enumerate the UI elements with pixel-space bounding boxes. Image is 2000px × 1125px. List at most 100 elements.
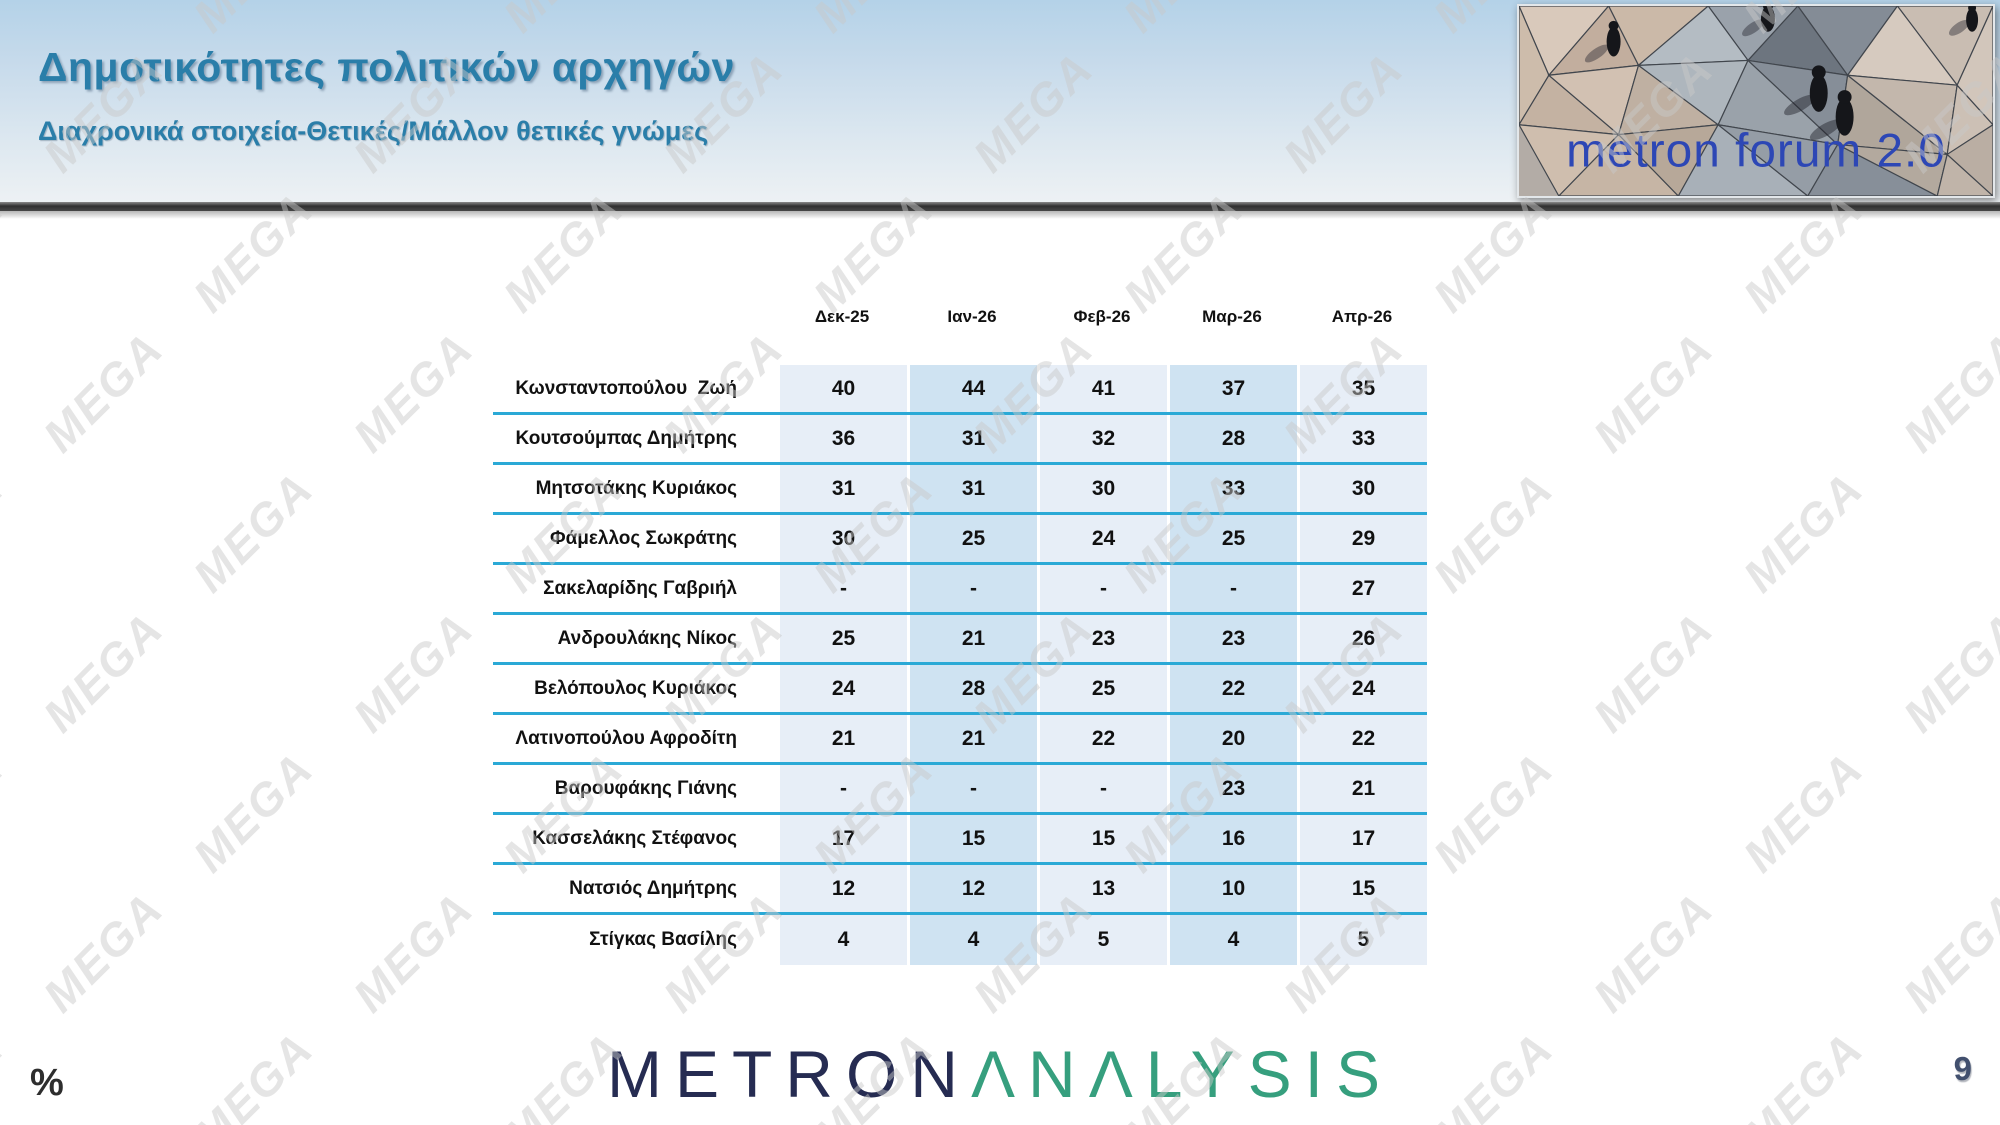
table-row: Βελόπουλος Κυριάκος 24 28 25 22 24 (493, 665, 1427, 715)
mega-watermark: MEGA (1892, 321, 2000, 463)
mega-watermark: MEGA (342, 881, 484, 1023)
table-row: Βαρουφάκης Γιάνης - - -23 21 (493, 765, 1427, 815)
table-row: Νατσιός Δημήτρης 12 12 13 10 15 (493, 865, 1427, 915)
table-row: Μητσοτάκης Κυριάκος 31 31 30 33 30 (493, 465, 1427, 515)
value-cell: - (1037, 765, 1167, 812)
value-cell: 21 (907, 615, 1037, 662)
mega-watermark: MEGA (0, 741, 14, 883)
slide-subtitle: Διαχρονικά στοιχεία-Θετικές/Μάλλον θετικ… (38, 116, 709, 146)
column-header: Απρ-26 (1331, 307, 1393, 326)
value-cell: 21 (1297, 765, 1427, 812)
row-label: Στίγκας Βασίλης (589, 929, 737, 950)
value-cell: 22 (1297, 715, 1427, 762)
table-row: Κασσελάκης Στέφανος 17 15 15 16 17 (493, 815, 1427, 865)
value-cell: 15 (1297, 865, 1427, 912)
value-cell: 25 (777, 615, 907, 662)
mega-watermark: MEGA (1582, 601, 1724, 743)
row-label: Ανδρουλάκης Νίκος (557, 627, 737, 649)
value-cell: 20 (1167, 715, 1297, 762)
table-row: Λατινοπούλου Αφροδίτη 21 21 22 20 22 (493, 715, 1427, 765)
row-label: Βαρουφάκης Γιάνης (554, 777, 737, 799)
value-cell: 28 (907, 665, 1037, 712)
value-cell: 44 (907, 365, 1037, 412)
value-cell: - (777, 765, 907, 812)
value-cell: 24 (1037, 515, 1167, 562)
header-separator-bar (0, 202, 2000, 219)
mega-watermark: MEGA (342, 601, 484, 743)
metron-forum-logo-image: metron forum 2.0 (1519, 6, 1993, 196)
value-cell: 17 (777, 815, 907, 862)
value-cell: - (907, 765, 1037, 812)
mega-watermark: MEGA (1422, 741, 1564, 883)
value-cell: 35 (1297, 365, 1427, 412)
mega-watermark: MEGA (1892, 881, 2000, 1023)
row-label: Μητσοτάκης Κυριάκος (535, 477, 737, 499)
page-number: 9 (1953, 1050, 1972, 1087)
mega-watermark: MEGA (1732, 461, 1874, 603)
value-cell: 29 (1297, 515, 1427, 562)
value-cell: 21 (907, 715, 1037, 762)
column-header: Ιαν-26 (947, 307, 997, 326)
mega-watermark: MEGA (1582, 321, 1724, 463)
poll-table: Δεκ-25 Ιαν-26 Φεβ-26 Μαρ-26 Απρ-26 Κωνσταντοπ… (493, 300, 1427, 965)
value-cell: 23 (1037, 615, 1167, 662)
value-cell: 30 (1297, 465, 1427, 512)
value-cell: 5 (1037, 915, 1167, 965)
mega-watermark: MEGA (1732, 741, 1874, 883)
value-cell: 37 (1167, 365, 1297, 412)
row-label: Κουτσούμπας Δημήτρης (515, 427, 737, 449)
mega-watermark: MEGA (1582, 881, 1724, 1023)
mega-watermark: MEGA (32, 881, 174, 1023)
value-cell: 15 (1037, 815, 1167, 862)
mega-watermark: MEGA (0, 461, 14, 603)
value-cell: 12 (777, 865, 907, 912)
value-cell: 16 (1167, 815, 1297, 862)
mega-watermark: MEGA (1892, 601, 2000, 743)
value-cell: 31 (777, 465, 907, 512)
mega-watermark: MEGA (32, 321, 174, 463)
value-cell: 26 (1297, 615, 1427, 662)
value-cell: 27 (1297, 565, 1427, 612)
value-cell: 32 (1037, 415, 1167, 462)
row-label: Βελόπουλος Κυριάκος (534, 677, 737, 699)
value-cell: - (777, 565, 907, 612)
value-cell: 31 (907, 465, 1037, 512)
row-label: Φάμελλος Σωκράτης (549, 527, 737, 549)
value-cell: 23 (1167, 765, 1297, 812)
value-cell: - (1167, 565, 1297, 612)
row-label: Σακελαρίδης Γαβριήλ (543, 577, 737, 599)
metron-forum-text: metron forum 2.0 (1566, 124, 1946, 177)
row-label: Νατσιός Δημήτρης (569, 877, 737, 899)
value-cell: - (907, 565, 1037, 612)
value-cell: 25 (1037, 665, 1167, 712)
value-cell: 15 (907, 815, 1037, 862)
value-cell: 21 (777, 715, 907, 762)
value-cell: 24 (777, 665, 907, 712)
value-cell: 10 (1167, 865, 1297, 912)
value-cell: 22 (1167, 665, 1297, 712)
row-label: Κασσελάκης Στέφανος (532, 827, 737, 849)
column-header: Δεκ-25 (814, 307, 870, 326)
value-cell: 33 (1297, 415, 1427, 462)
column-header: Φεβ-26 (1073, 307, 1131, 326)
mega-watermark: MEGA (32, 601, 174, 743)
row-label: Λατινοπούλου Αφροδίτη (515, 727, 737, 749)
metron-analysis-logo: METRONΛNΛLYSIS (0, 1036, 2000, 1112)
table-header-row: Δεκ-25 Ιαν-26 Φεβ-26 Μαρ-26 Απρ-26 (493, 300, 1427, 334)
percent-symbol: % (30, 1062, 64, 1104)
value-cell: 5 (1297, 915, 1427, 965)
column-header: Μαρ-26 (1202, 307, 1262, 326)
value-cell: 4 (907, 915, 1037, 965)
table-row: Στίγκας Βασίλης 4 4 5 4 5 (493, 915, 1427, 965)
table-corner-cell (493, 300, 777, 334)
value-cell: 40 (777, 365, 907, 412)
mega-watermark: MEGA (182, 741, 324, 883)
mega-watermark: MEGA (342, 321, 484, 463)
value-cell: 4 (777, 915, 907, 965)
value-cell: 25 (907, 515, 1037, 562)
value-cell: 12 (907, 865, 1037, 912)
value-cell: 22 (1037, 715, 1167, 762)
table-row: Κουτσούμπας Δημήτρης 36 31 32 28 33 (493, 415, 1427, 465)
value-cell: 28 (1167, 415, 1297, 462)
